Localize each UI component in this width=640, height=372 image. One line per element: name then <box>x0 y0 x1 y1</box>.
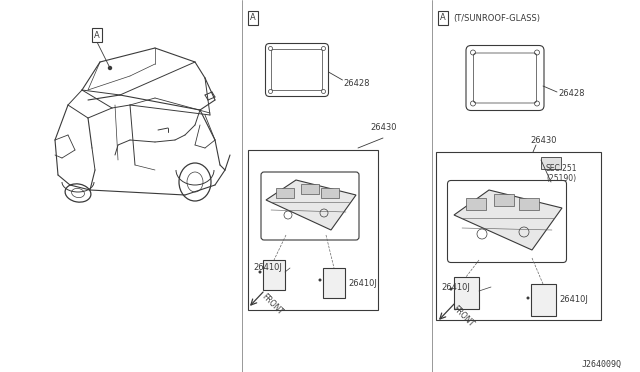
Text: A: A <box>94 31 100 39</box>
Text: (T/SUNROOF-GLASS): (T/SUNROOF-GLASS) <box>453 13 540 22</box>
Circle shape <box>449 288 452 291</box>
Bar <box>454 277 479 309</box>
Text: 26410J: 26410J <box>441 282 470 292</box>
Bar <box>436 152 601 320</box>
Bar <box>466 198 486 210</box>
Text: 26430: 26430 <box>370 123 397 132</box>
Text: A: A <box>440 13 446 22</box>
Text: 26428: 26428 <box>558 90 584 99</box>
Bar <box>276 188 294 198</box>
Bar <box>541 157 561 169</box>
Bar <box>519 198 539 210</box>
Circle shape <box>319 279 321 282</box>
Circle shape <box>259 270 262 273</box>
Bar <box>248 150 378 310</box>
Circle shape <box>109 67 111 70</box>
Bar <box>301 184 319 194</box>
Text: FRONT: FRONT <box>260 292 284 317</box>
Polygon shape <box>454 190 562 250</box>
Bar <box>494 194 514 206</box>
Text: FRONT: FRONT <box>451 304 476 329</box>
Text: 26410J: 26410J <box>348 279 377 288</box>
Text: A: A <box>250 13 256 22</box>
Bar <box>263 260 285 290</box>
Text: 26430: 26430 <box>530 136 557 145</box>
Text: 26410J: 26410J <box>253 263 282 273</box>
Polygon shape <box>266 180 356 230</box>
Bar <box>321 188 339 198</box>
Text: 26428: 26428 <box>344 78 370 87</box>
Text: J264009Q: J264009Q <box>582 360 622 369</box>
Bar <box>323 268 345 298</box>
Text: SEC.251
(25190): SEC.251 (25190) <box>546 164 577 183</box>
Bar <box>531 284 556 316</box>
Circle shape <box>527 296 529 299</box>
Text: 26410J: 26410J <box>559 295 588 305</box>
